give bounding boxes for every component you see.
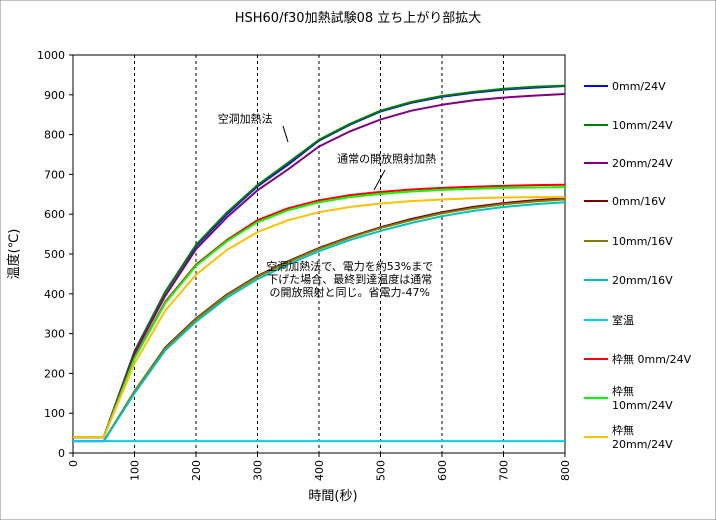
annotation-0-line-0: 空洞加熱法: [218, 112, 273, 126]
legend-label-2: 20mm/24V: [612, 157, 673, 170]
annotation-leader-1: [373, 169, 386, 191]
series-line-8: [73, 186, 566, 439]
legend-label-8-line-0: 枠無: [612, 384, 634, 398]
y-tick-label-2: 200: [44, 367, 65, 380]
grid-lines: [134, 55, 504, 453]
y-tick-label-8: 800: [44, 129, 65, 142]
annotation-1: 通常の開放照射加熱: [337, 151, 436, 165]
legend-label-9-line-0: 枠無: [612, 423, 634, 437]
x-tick-label-2: 200: [190, 460, 203, 481]
legend-label-8: 枠無 10mm/24V: [612, 384, 673, 412]
legend-label-5: 20mm/16V: [612, 274, 673, 287]
x-tick-label-8: 800: [559, 460, 572, 481]
legend-label-1: 10mm/24V: [612, 119, 673, 132]
y-tick-label-5: 500: [44, 248, 65, 261]
annotation-0: 空洞加熱法: [218, 112, 273, 126]
x-tick-label-1: 100: [129, 460, 142, 481]
annotation-2-line-1: 下げた場合、最終到達温度は通常: [267, 272, 432, 286]
legend-label-0: 0mm/24V: [612, 80, 666, 93]
y-tick-label-4: 400: [44, 288, 65, 301]
chart-title: HSH60/f30加熱試験08 立ち上がり部拡大: [235, 10, 482, 26]
series-line-2: [73, 93, 566, 439]
x-tick-label-5: 500: [375, 460, 388, 481]
x-tick-label-0: 0: [67, 460, 80, 467]
legend-label-8-line-1: 10mm/24V: [612, 399, 673, 412]
y-tick-label-1: 100: [44, 407, 65, 420]
y-tick-label-7: 700: [44, 168, 65, 181]
y-axis-ticks: 0 100 200 300 400 500 600 700 800 900 1000: [37, 49, 73, 460]
legend: 0mm/24V 10mm/24V 20mm/24V 0mm/16V 10mm/16V 20…: [576, 62, 708, 462]
annotation-2-line-0: 空洞加熱法で、電力を約53%まで: [266, 259, 433, 273]
x-tick-label-3: 300: [252, 460, 265, 481]
annotation-1-line-0: 通常の開放照射加熱: [337, 151, 436, 165]
series-lines: [73, 84, 566, 443]
annotation-2-line-2: の開放照射と同じ。省電力-47%: [270, 285, 430, 299]
legend-label-7: 枠無 0mm/24V: [612, 352, 692, 366]
series-line-1: [73, 84, 566, 439]
y-axis-label: 温度(℃): [6, 229, 22, 280]
y-tick-label-9: 900: [44, 89, 65, 102]
legend-label-9-line-1: 20mm/24V: [612, 438, 673, 451]
legend-box: [576, 62, 708, 462]
y-tick-label-6: 600: [44, 208, 65, 221]
series-line-4: [73, 198, 566, 443]
x-axis-ticks: 0 100 200 300 400 500 600 700 800: [67, 453, 572, 481]
series-line-9: [73, 196, 565, 439]
y-tick-label-0: 0: [58, 447, 65, 460]
legend-label-6: 室温: [612, 313, 634, 327]
legend-label-4: 10mm/16V: [612, 235, 673, 248]
annotation-2: 空洞加熱法で、電力を約53%まで下げた場合、最終到達温度は通常の開放照射と同じ。…: [266, 259, 433, 299]
x-tick-label-6: 600: [436, 460, 449, 481]
y-tick-label-3: 300: [44, 328, 65, 341]
x-tick-label-7: 700: [498, 460, 511, 481]
y-tick-label-10: 1000: [37, 49, 65, 62]
x-axis-label: 時間(秒): [308, 489, 357, 504]
x-tick-label-4: 400: [313, 460, 326, 481]
legend-label-3: 0mm/16V: [612, 195, 666, 208]
series-line-5: [73, 201, 566, 443]
annotation-leader-0: [282, 125, 289, 143]
annotations: 空洞加熱法通常の開放照射加熱空洞加熱法で、電力を約53%まで下げた場合、最終到達…: [218, 112, 436, 299]
legend-label-9: 枠無 20mm/24V: [612, 423, 673, 451]
